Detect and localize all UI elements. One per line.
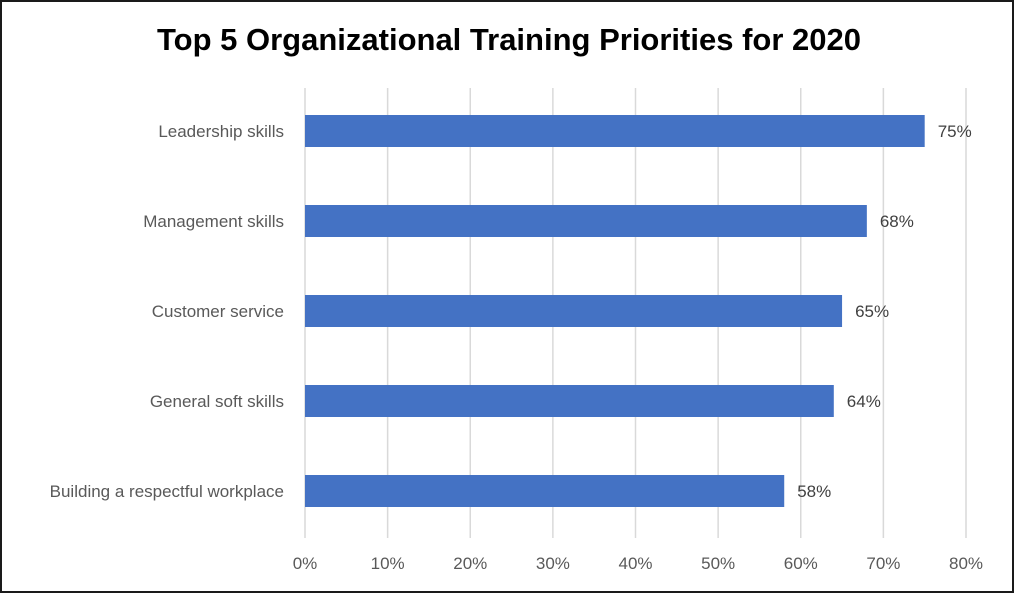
category-label: Leadership skills [158,122,284,141]
category-label: Building a respectful workplace [50,482,284,501]
x-tick-label: 0% [293,554,318,573]
data-label: 75% [938,122,972,141]
data-label: 58% [797,482,831,501]
bar-5 [305,475,785,507]
bar-3 [305,295,843,327]
x-tick-label: 30% [536,554,570,573]
bar-2 [305,205,867,237]
x-tick-label: 60% [784,554,818,573]
x-tick-label: 20% [453,554,487,573]
x-tick-label: 80% [949,554,983,573]
x-tick-label: 40% [618,554,652,573]
category-label: General soft skills [150,392,284,411]
bar-4 [305,385,834,417]
category-label: Management skills [143,212,284,231]
bar-1 [305,115,925,147]
x-tick-label: 50% [701,554,735,573]
chart-title: Top 5 Organizational Training Priorities… [157,22,861,57]
data-label: 68% [880,212,914,231]
data-label: 64% [847,392,881,411]
data-label: 65% [855,302,889,321]
x-tick-label: 10% [371,554,405,573]
x-tick-label: 70% [866,554,900,573]
category-label: Customer service [152,302,284,321]
